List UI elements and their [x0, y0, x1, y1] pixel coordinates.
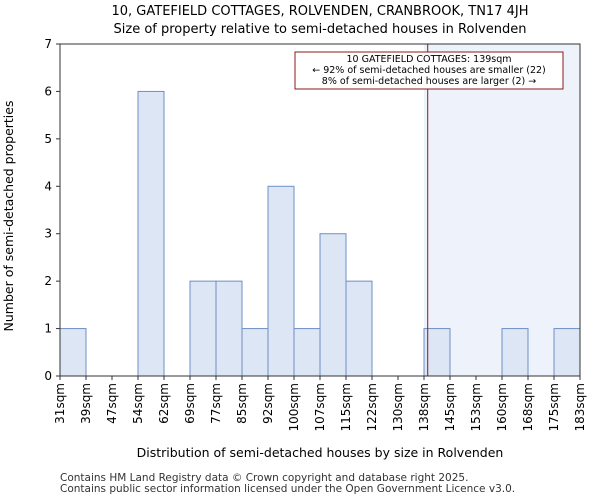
x-tick-label: 69sqm	[183, 383, 197, 424]
bar-115sqm	[345, 280, 373, 377]
annotation-line-2: ← 92% of semi-detached houses are smalle…	[312, 65, 546, 76]
x-tick-label: 107sqm	[313, 383, 327, 431]
x-tick-label: 85sqm	[235, 383, 249, 424]
bar-138sqm	[423, 328, 451, 377]
y-tick-label: 6	[44, 84, 52, 98]
x-axis-label: Distribution of semi-detached houses by …	[137, 445, 504, 460]
chart-subtitle: Size of property relative to semi-detach…	[114, 22, 527, 37]
x-tick-label: 39sqm	[79, 383, 93, 424]
x-tick-label: 183sqm	[573, 383, 587, 431]
y-tick-label: 1	[44, 322, 52, 336]
bar-107sqm	[319, 233, 347, 377]
x-tick-label: 31sqm	[53, 383, 67, 424]
bar-77sqm	[215, 280, 243, 377]
bar-69sqm	[189, 280, 217, 377]
highlight-region	[424, 44, 580, 376]
bar-100sqm	[293, 328, 321, 377]
bar-31sqm	[59, 328, 87, 377]
annotation-line-1: 10 GATEFIELD COTTAGES: 139sqm	[346, 54, 511, 65]
x-tick-label: 77sqm	[209, 383, 223, 424]
x-tick-label: 130sqm	[391, 383, 405, 431]
x-tick-label: 145sqm	[443, 383, 457, 431]
chart-title: 10, GATEFIELD COTTAGES, ROLVENDEN, CRANB…	[111, 4, 528, 19]
bar-85sqm	[241, 328, 269, 377]
y-tick-label: 0	[44, 369, 52, 383]
x-tick-label: 160sqm	[495, 383, 509, 431]
bar-175sqm	[553, 328, 581, 377]
x-tick-label: 54sqm	[131, 383, 145, 424]
y-axis-label: Number of semi-detached properties	[1, 101, 16, 332]
y-tick-label: 5	[44, 132, 52, 146]
x-tick-label: 115sqm	[339, 383, 353, 431]
x-tick-label: 175sqm	[547, 383, 561, 431]
x-tick-label: 92sqm	[261, 383, 275, 424]
x-tick-label: 168sqm	[521, 383, 535, 431]
x-tick-label: 122sqm	[365, 383, 379, 431]
footer-copyright: Contains HM Land Registry data © Crown c…	[60, 472, 469, 484]
x-tick-label: 153sqm	[469, 383, 483, 431]
x-tick-label: 138sqm	[417, 383, 431, 431]
annotation-line-3: 8% of semi-detached houses are larger (2…	[322, 76, 536, 87]
x-tick-label: 47sqm	[105, 383, 119, 424]
y-tick-label: 3	[44, 227, 52, 241]
y-tick-label: 4	[44, 179, 52, 193]
x-tick-label: 62sqm	[157, 383, 171, 424]
footer-licence: Contains public sector information licen…	[60, 483, 516, 495]
bar-160sqm	[501, 328, 529, 377]
bar-54sqm	[137, 90, 165, 377]
y-tick-label: 7	[44, 37, 52, 51]
x-tick-label: 100sqm	[287, 383, 301, 431]
bar-92sqm	[267, 185, 295, 377]
y-tick-label: 2	[44, 274, 52, 288]
annotation-box: 10 GATEFIELD COTTAGES: 139sqm ← 92% of s…	[294, 51, 564, 90]
